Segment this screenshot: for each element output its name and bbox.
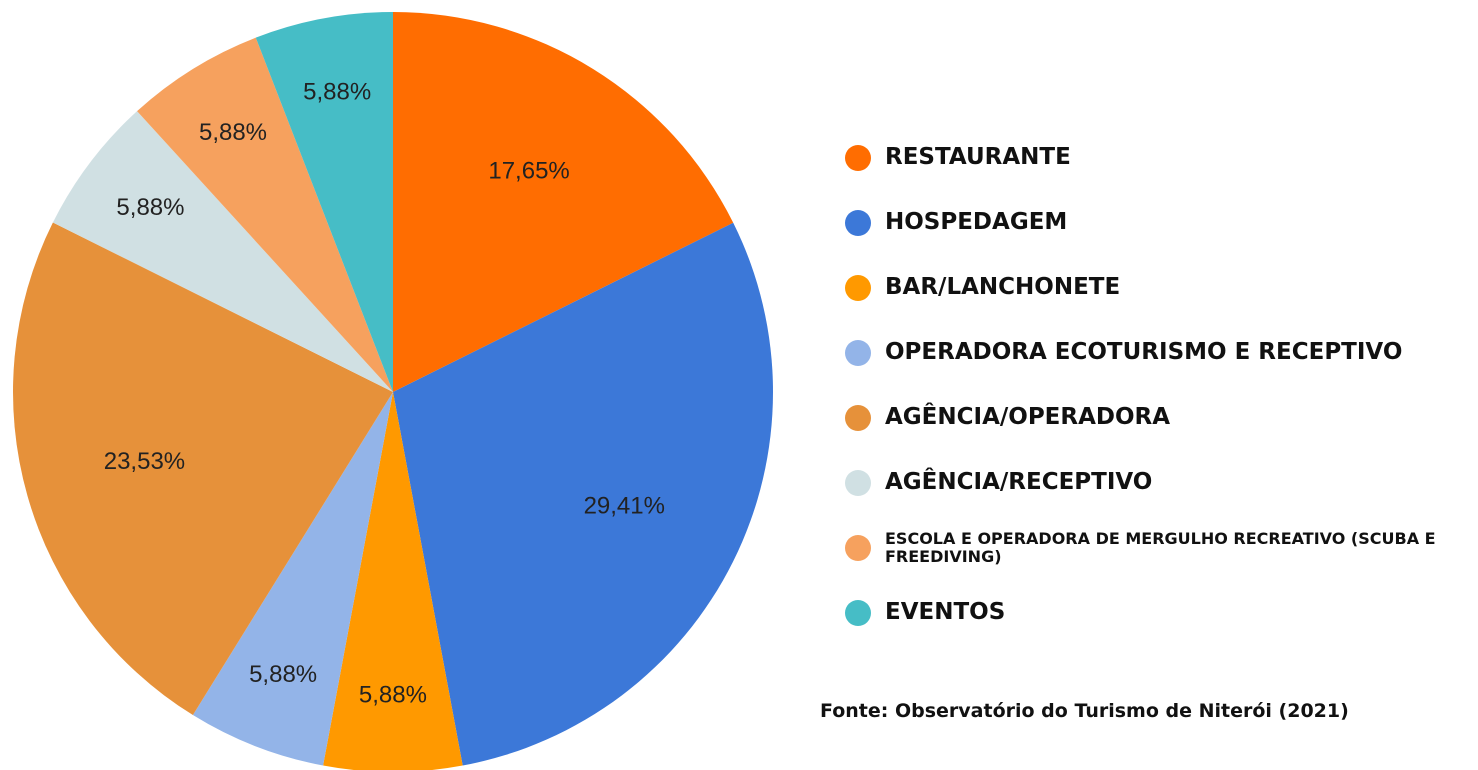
legend-swatch: [845, 274, 871, 301]
legend-label: AGÊNCIA/OPERADORA: [885, 403, 1171, 430]
legend: RESTAURANTE HOSPEDAGEM BAR/LANCHONETE OPERA…: [845, 125, 1475, 645]
legend-item: AGÊNCIA/RECEPTIVO: [845, 450, 1475, 515]
legend-swatch: [845, 469, 871, 496]
pie-slice: [393, 222, 773, 766]
legend-label: BAR/LANCHONETE: [885, 273, 1121, 300]
legend-item: EVENTOS: [845, 580, 1475, 645]
slice-label: 5,88%: [116, 194, 184, 221]
pie-slice: [255, 11, 393, 392]
pie-slice: [52, 111, 393, 392]
source-note: Fonte: Observatório do Turismo de Niteró…: [820, 700, 1349, 722]
legend-label: HOSPEDAGEM: [885, 208, 1068, 235]
slice-label: 29,41%: [584, 493, 665, 520]
legend-item: AGÊNCIA/OPERADORA: [845, 385, 1475, 450]
legend-swatch: [845, 339, 871, 366]
legend-swatch: [845, 534, 871, 561]
legend-item: RESTAURANTE: [845, 125, 1475, 190]
slice-label: 5,88%: [199, 119, 267, 146]
pie-slice: [12, 222, 394, 716]
pie-slice: [192, 392, 393, 766]
pie-chart: 17,65% 29,41% 5,88% 5,88% 23,53% 5,88% 5,88% 5,…: [12, 11, 773, 770]
pie-slice: [137, 37, 393, 393]
slice-label: 17,65%: [488, 158, 569, 185]
legend-item: BAR/LANCHONETE: [845, 255, 1475, 320]
slice-label: 5,88%: [249, 661, 317, 688]
legend-label: EVENTOS: [885, 598, 1006, 625]
legend-item: OPERADORA ECOTURISMO E RECEPTIVO: [845, 320, 1475, 385]
legend-swatch: [845, 599, 871, 626]
legend-swatch: [845, 144, 871, 171]
slice-label: 5,88%: [303, 79, 371, 106]
legend-label: OPERADORA ECOTURISMO E RECEPTIVO: [885, 338, 1403, 365]
legend-swatch: [845, 404, 871, 431]
slice-label: 5,88%: [359, 681, 427, 708]
legend-item: HOSPEDAGEM: [845, 190, 1475, 255]
slice-label: 23,53%: [104, 448, 185, 475]
legend-label: ESCOLA E OPERADORA DE MERGULHO RECREATIV…: [885, 528, 1436, 566]
legend-label: RESTAURANTE: [885, 143, 1071, 170]
legend-swatch: [845, 209, 871, 236]
pie-slice: [393, 12, 734, 392]
legend-label: AGÊNCIA/RECEPTIVO: [885, 468, 1153, 495]
pie-slice: [323, 392, 463, 770]
legend-item: ESCOLA E OPERADORA DE MERGULHO RECREATIV…: [845, 515, 1475, 580]
